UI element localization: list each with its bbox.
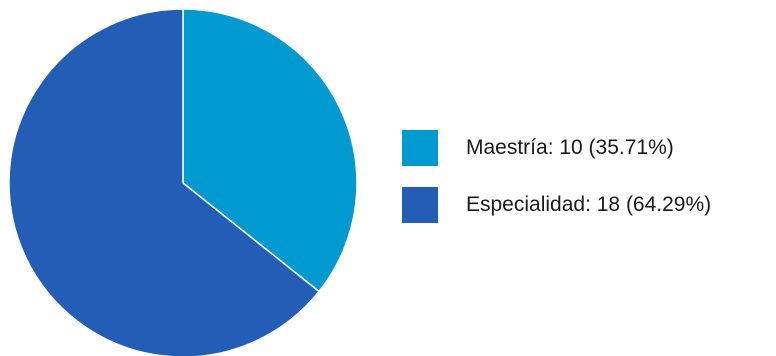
legend-item-maestria: Maestría: 10 (35.71%): [402, 130, 711, 166]
legend-swatch-maestria: [402, 130, 438, 166]
legend-swatch-especialidad: [402, 187, 438, 223]
chart-legend: Maestría: 10 (35.71%) Especialidad: 18 (…: [402, 130, 711, 244]
legend-label-especialidad: Especialidad: 18 (64.29%): [466, 193, 712, 216]
pie-slice-maestria: [182, 8, 358, 293]
legend-label-maestria: Maestría: 10 (35.71%): [466, 136, 674, 159]
pie-plot-area: [8, 8, 358, 356]
pie-slice-especialidad: [8, 8, 320, 356]
legend-item-especialidad: Especialidad: 18 (64.29%): [402, 187, 711, 223]
